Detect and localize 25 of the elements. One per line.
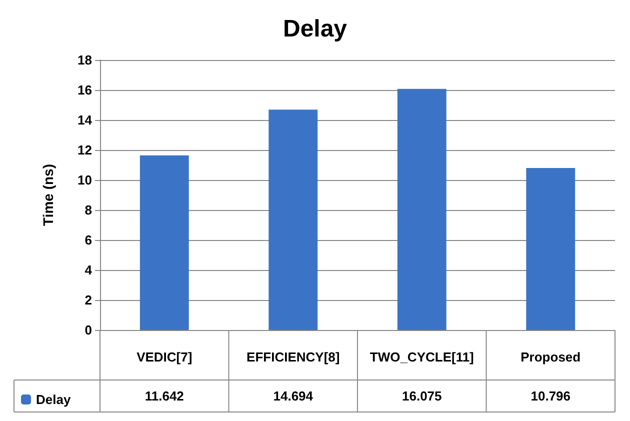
y-tick-label: 16 bbox=[78, 82, 92, 98]
y-tick-label: 14 bbox=[78, 112, 93, 128]
data-label: 11.642 bbox=[144, 388, 184, 404]
x-tick-label: VEDIC[7] bbox=[136, 350, 192, 364]
bar bbox=[268, 110, 318, 330]
data-label: 14.694 bbox=[273, 388, 314, 404]
chart-title: Delay bbox=[282, 16, 348, 42]
bar bbox=[526, 168, 576, 330]
y-tick-label: 0 bbox=[84, 322, 92, 338]
y-axis-title: Time (ns) bbox=[40, 164, 56, 226]
x-tick-label: EFFICIENCY[8] bbox=[246, 350, 340, 364]
data-label: 10.796 bbox=[530, 388, 571, 404]
x-tick-label: Proposed bbox=[520, 350, 581, 364]
bar bbox=[140, 155, 189, 330]
x-tick-label: TWO_CYCLE[11] bbox=[370, 350, 474, 364]
bar bbox=[397, 88, 446, 330]
y-tick-label: 6 bbox=[84, 232, 92, 248]
y-tick-label: 8 bbox=[84, 202, 92, 218]
y-tick-label: 4 bbox=[84, 262, 93, 278]
data-label: 16.075 bbox=[402, 388, 442, 404]
legend-label: Delay bbox=[36, 392, 72, 407]
y-tick-label: 2 bbox=[84, 292, 92, 308]
y-tick-label: 12 bbox=[78, 142, 92, 158]
y-tick-label: 18 bbox=[78, 52, 92, 68]
y-tick-label: 10 bbox=[78, 172, 92, 188]
